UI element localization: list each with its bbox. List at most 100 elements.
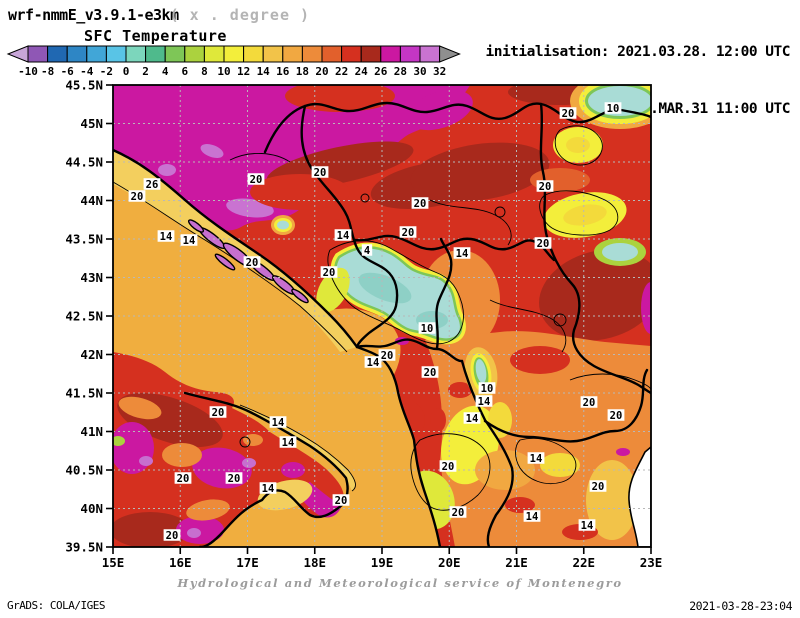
contour-label: 20 — [228, 473, 241, 485]
contour-label: 20 — [414, 198, 427, 210]
contour-label: 14 — [456, 248, 469, 260]
contour-label-box — [361, 244, 373, 256]
contour-label-box — [449, 506, 467, 518]
contour-label-box — [259, 482, 277, 494]
lon-label: 19E — [371, 555, 394, 570]
contour-label: 14 — [337, 230, 350, 242]
contour-label: 20 — [537, 238, 550, 250]
colorbar-tick-label: 22 — [335, 65, 348, 78]
lon-label: 22E — [572, 555, 595, 570]
colorbar-tick-label: 18 — [296, 65, 309, 78]
contour-label: 14 — [466, 413, 479, 425]
contour-label-box — [143, 178, 161, 190]
axis-labels: 45.5N 45N 44.5N 44N 43.5N 43N 42.5N 42N 41.5N 41N… — [65, 78, 662, 571]
creation-timestamp: 2021-03-28-23:04 — [689, 599, 792, 613]
contour-label-box — [418, 322, 436, 334]
contour-label-box — [453, 247, 471, 259]
colorbar-tick-label: 4 — [162, 65, 169, 78]
contour-label: 26 — [146, 179, 159, 191]
colorbar-tick-label: -2 — [100, 65, 113, 78]
colorbar-tick-label: -10 — [18, 65, 38, 78]
colorbar-tick-label: -8 — [41, 65, 54, 78]
grads-credit: GrADS: COLA/IGES — [7, 599, 105, 612]
colorbar-tick-label: 10 — [217, 65, 230, 78]
contour-label-box — [463, 412, 481, 424]
contour-label-box — [534, 237, 552, 249]
contour-label: 20 — [424, 367, 437, 379]
contour-label-box — [378, 349, 396, 361]
colorbar-tick-label: 24 — [355, 65, 369, 78]
contour-label-box — [364, 356, 382, 368]
lat-label: 44N — [80, 193, 103, 208]
contour-label: 20 — [335, 495, 348, 507]
lat-label: 40N — [80, 501, 103, 516]
lat-label: 44.5N — [65, 155, 103, 170]
colorbar-tick-label: 2 — [142, 65, 149, 78]
lat-label: 40.5N — [65, 463, 103, 478]
axis-ticks — [106, 84, 652, 554]
contour-label: 10 — [481, 383, 494, 395]
colorbar-tick-label: 0 — [123, 65, 130, 78]
contour-label-box — [225, 472, 243, 484]
contour-label-box — [589, 480, 607, 492]
contour-label-box — [411, 197, 429, 209]
contour-label: 14 — [183, 235, 196, 247]
contour-label-box — [180, 234, 198, 246]
contour-label-box — [320, 266, 338, 278]
model-title: wrf-nmmE_v3.9.1-e3km( x . degree ) — [8, 6, 310, 24]
contour-label-box — [475, 395, 493, 407]
contour-label: 20 — [592, 481, 605, 493]
contour-label-box — [332, 494, 350, 506]
contour-label: 20 — [442, 461, 455, 473]
contour-label-box — [334, 229, 352, 241]
contour-label: 20 — [250, 174, 263, 186]
contour-label-box — [279, 436, 297, 448]
lat-label: 42.5N — [65, 309, 103, 324]
lat-label: 41N — [80, 424, 103, 439]
contour-label: 14 — [530, 453, 543, 465]
contour-label: 14 — [282, 437, 295, 449]
contour-label: 20 — [610, 410, 623, 422]
lat-label: 43N — [80, 270, 103, 285]
lon-label: 15E — [102, 555, 125, 570]
contour-label-box — [523, 510, 541, 522]
lon-label: 20E — [438, 555, 461, 570]
contour-label: 10 — [421, 323, 434, 335]
lat-label: 41.5N — [65, 386, 103, 401]
contour-label-box — [311, 166, 329, 178]
contour-label: 20 — [314, 167, 327, 179]
contour-label: 20 — [246, 257, 259, 269]
contour-label: 14 — [478, 396, 491, 408]
contour-label: 20 — [177, 473, 190, 485]
contour-label-box — [604, 102, 622, 114]
lon-label: 16E — [169, 555, 192, 570]
lon-label: 21E — [505, 555, 528, 570]
contour-label-box — [527, 452, 545, 464]
colorbar-tick-label: 16 — [276, 65, 290, 78]
colorbar-tick-label: 20 — [315, 65, 328, 78]
contour-label-box — [421, 366, 439, 378]
contour-label: 14 — [262, 483, 275, 495]
contour-label: 14 — [526, 511, 539, 523]
contour-label: 20 — [583, 397, 596, 409]
contour-label-box — [607, 409, 625, 421]
contour-label-box — [536, 180, 554, 192]
colorbar-tick-label: 8 — [201, 65, 208, 78]
map-fill-layer — [113, 85, 651, 547]
contour-label-box — [209, 406, 227, 418]
colorbar-tick-label: 30 — [413, 65, 426, 78]
contour-label-box — [269, 416, 287, 428]
contour-label: 14 — [581, 520, 594, 532]
contour-label-box — [247, 173, 265, 185]
lat-label: 39.5N — [65, 540, 103, 555]
colorbar-above-arrow — [439, 45, 461, 63]
colorbar-tick-label: -4 — [80, 65, 94, 78]
model-title-text: wrf-nmmE_v3.9.1-e3km — [8, 6, 179, 24]
footer-caption: Hydrological and Meteorological service … — [177, 576, 623, 590]
contour-label: 20 — [381, 350, 394, 362]
contour-label-box — [157, 230, 175, 242]
lat-label: 43.5N — [65, 232, 103, 247]
field-title: SFC Temperature — [84, 27, 227, 45]
